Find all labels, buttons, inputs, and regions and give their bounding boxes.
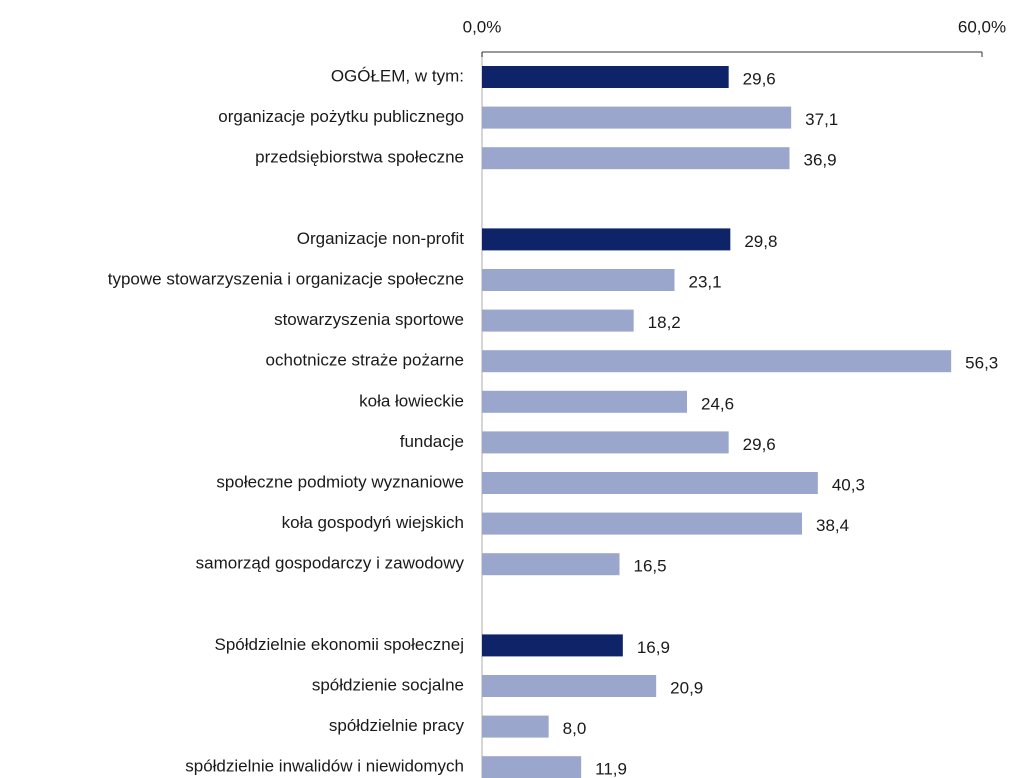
category-label: typowe stowarzyszenia i organizacje społ… <box>108 269 464 288</box>
bar <box>482 756 582 778</box>
bar <box>482 106 792 129</box>
bar <box>482 228 731 251</box>
value-label: 23,1 <box>689 272 722 291</box>
x-tick-label: 60,0% <box>958 17 1006 36</box>
x-tick-label: 0,0% <box>463 17 502 36</box>
value-label: 11,9 <box>595 760 627 778</box>
category-label: społeczne podmioty wyznaniowe <box>216 472 464 491</box>
category-label: fundacje <box>400 432 464 451</box>
bar <box>482 390 687 413</box>
bar <box>482 675 657 697</box>
bar <box>482 634 623 657</box>
category-label: koła łowieckie <box>359 391 464 410</box>
value-label: 20,9 <box>670 678 703 697</box>
bar <box>482 66 729 88</box>
value-label: 8,0 <box>563 719 587 738</box>
category-label: stowarzyszenia sportowe <box>274 310 464 329</box>
value-label: 18,2 <box>648 313 681 332</box>
category-label: Organizacje non-profit <box>297 229 465 248</box>
value-label: 16,9 <box>637 638 670 657</box>
category-label: organizacje pożytku publicznego <box>218 107 464 126</box>
value-label: 36,9 <box>804 151 837 170</box>
bar <box>482 309 634 332</box>
category-label: spółdzielnie inwalidów i niewidomych <box>185 757 464 776</box>
bar <box>482 431 729 454</box>
bar <box>482 553 620 576</box>
value-label: 56,3 <box>965 354 998 373</box>
category-label: spółdzielnie pracy <box>329 716 465 735</box>
category-label: Spółdzielnie ekonomii społecznej <box>215 635 464 654</box>
category-label: samorząd gospodarczy i zawodowy <box>196 554 465 573</box>
bar <box>482 147 790 170</box>
bar <box>482 715 549 738</box>
category-label: spółdzienie socjalne <box>312 675 464 694</box>
value-label: 37,1 <box>805 110 838 129</box>
category-label: ochotnicze straże pożarne <box>266 351 464 370</box>
value-label: 29,8 <box>744 232 777 251</box>
value-label: 29,6 <box>743 435 776 454</box>
value-label: 38,4 <box>816 516 849 535</box>
bar <box>482 269 675 291</box>
value-label: 24,6 <box>701 394 734 413</box>
bar <box>482 512 802 535</box>
category-label: OGÓŁEM, w tym: <box>331 66 464 85</box>
bar <box>482 350 952 373</box>
category-label: koła gospodyń wiejskich <box>282 513 464 532</box>
value-label: 40,3 <box>832 475 865 494</box>
value-label: 16,5 <box>634 557 667 576</box>
value-label: 29,6 <box>743 69 776 88</box>
bar <box>482 472 818 494</box>
category-label: przedsiębiorstwa społeczne <box>255 148 464 167</box>
